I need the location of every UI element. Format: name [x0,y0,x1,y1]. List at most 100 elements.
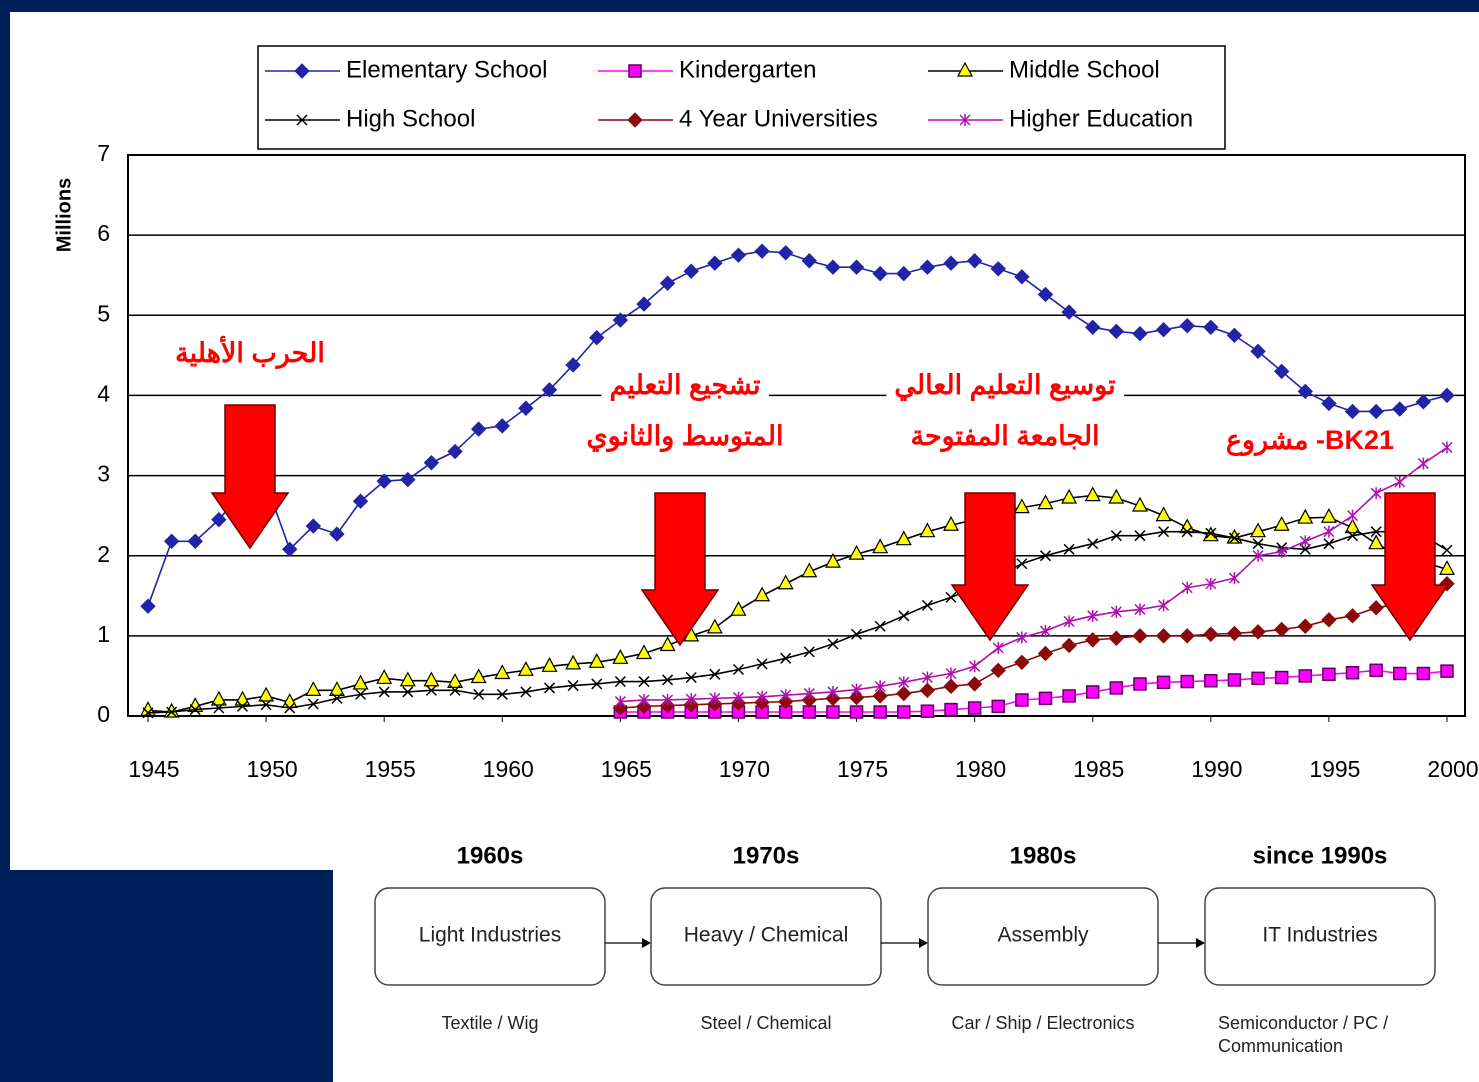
marker [1252,538,1264,550]
marker [1037,286,1054,303]
stage-box [374,887,606,986]
marker [851,683,863,696]
corner-block [0,870,333,1082]
marker [565,654,582,670]
marker [331,692,343,704]
stage-box [650,887,882,986]
marker [919,522,936,538]
marker [635,644,652,660]
marker [282,541,298,558]
marker [1204,673,1218,688]
marker [803,687,815,700]
marker [1392,401,1408,417]
marker [210,690,227,706]
marker [284,702,296,714]
marker [1181,581,1193,594]
marker [1155,322,1172,338]
marker [848,259,865,275]
marker [1132,326,1148,342]
arrow [1370,492,1450,642]
annotation-bg [1217,423,1403,460]
marker [849,705,864,719]
marker [1110,530,1122,542]
marker [659,275,676,291]
marker [355,688,367,700]
marker [895,530,912,546]
marker [801,562,818,578]
marker [1061,488,1078,504]
marker [400,471,416,488]
marker [1039,550,1052,562]
stage-detail: Textile / Wig [441,1013,538,1033]
marker [294,63,310,79]
marker [1250,522,1267,538]
x-tick-label: 1970 [719,756,770,782]
marker [1155,506,1172,522]
marker [966,253,983,269]
stage-label: Heavy / Chemical [684,924,849,947]
marker [1038,691,1053,706]
marker [589,330,605,346]
marker [732,663,744,676]
marker [992,641,1004,654]
marker [825,259,841,275]
marker [991,699,1006,714]
x-tick-label: 1950 [247,756,298,782]
marker [1203,319,1219,336]
x-tick-label: 1995 [1309,756,1360,782]
marker [1369,663,1383,678]
legend-label: Higher Education [1009,105,1193,132]
marker [730,600,747,616]
marker [707,255,723,271]
marker [1417,457,1429,470]
marker [1014,654,1030,671]
legend-label: High School [346,105,475,132]
marker [518,400,534,416]
marker [709,668,721,680]
marker [1276,545,1288,558]
timeline: 1960s Light Industries Textile / Wig 1970s H… [374,842,1436,1056]
marker [1087,609,1099,622]
marker [662,693,674,706]
marker [1273,621,1290,638]
marker [921,599,933,611]
marker [612,649,629,664]
series-line [147,530,1448,714]
marker [1394,475,1406,488]
marker [1158,526,1170,538]
marker [517,661,534,676]
marker [236,700,249,712]
period-label: 1970s [733,842,800,869]
marker [944,702,958,717]
marker [826,705,840,719]
x-tick-label: 1985 [1073,756,1124,782]
marker [352,493,369,509]
marker [638,693,650,706]
marker [920,704,935,718]
marker [1441,544,1453,556]
annotation-bg [601,368,769,405]
marker [1134,603,1146,616]
marker [1368,534,1385,550]
marker [827,685,839,698]
marker [919,682,936,699]
marker [1438,560,1456,575]
marker [1087,538,1099,550]
marker [627,112,643,128]
marker [990,662,1006,679]
marker [659,636,676,652]
marker [801,253,818,269]
x-tick-label: 1980 [955,756,1006,782]
marker [967,701,982,715]
marker [874,680,886,693]
marker [1323,538,1335,550]
marker [328,681,345,696]
x-tick-label: 1975 [837,756,888,782]
marker [921,671,933,684]
stage-detail: Steel / Chemical [700,1013,831,1033]
marker [1274,670,1289,685]
marker [1063,615,1075,628]
marker [470,421,487,437]
marker [1440,664,1454,678]
